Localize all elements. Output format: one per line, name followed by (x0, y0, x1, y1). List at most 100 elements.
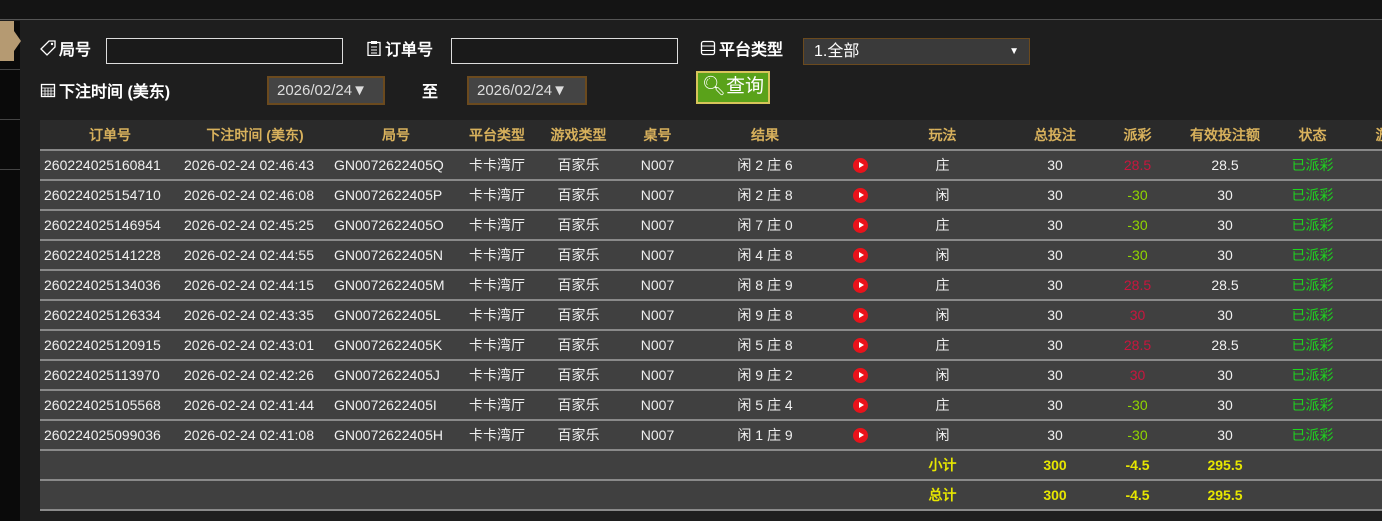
round-id: GN0072622405H (330, 420, 462, 451)
date-from-picker[interactable]: 2026/02/24▼ (267, 76, 385, 105)
platform-select[interactable]: 1.全部 ▼ (803, 38, 1030, 65)
clipboard-icon (367, 41, 381, 56)
play-icon[interactable] (852, 188, 868, 204)
bet-time: 2026-02-24 02:44:55 (180, 240, 330, 271)
empty-cell (40, 480, 880, 511)
table-no: N007 (625, 210, 690, 241)
platform: 卡卡湾厅 (462, 390, 532, 421)
result: 闲 9 庄 2 (690, 360, 840, 391)
total-total-bet: 300 (1005, 480, 1105, 511)
play-icon[interactable] (852, 368, 868, 384)
subtotal-payout: -4.5 (1105, 450, 1170, 481)
extra-cell (1345, 180, 1382, 211)
total-payout: -4.5 (1105, 480, 1170, 511)
table-row: 260224025105568 2026-02-24 02:41:44 GN0072… (40, 390, 1382, 421)
date-to-picker[interactable]: 2026/02/24▼ (467, 76, 587, 105)
play-icon[interactable] (852, 218, 868, 234)
tag-icon (40, 40, 56, 56)
payout: 28.5 (1105, 270, 1170, 301)
subtotal-label: 小计 (880, 450, 1005, 481)
empty-cell (40, 450, 880, 481)
result: 闲 4 庄 8 (690, 240, 840, 271)
bet-time: 2026-02-24 02:43:01 (180, 330, 330, 361)
bet-time: 2026-02-24 02:45:25 (180, 210, 330, 241)
result: 闲 9 庄 8 (690, 300, 840, 331)
table-no: N007 (625, 420, 690, 451)
query-button[interactable]: 🔍︎查询 (696, 71, 770, 104)
result: 闲 5 庄 4 (690, 390, 840, 421)
play-icon[interactable] (852, 338, 868, 354)
column-header: 桌号 (625, 120, 690, 151)
play-icon[interactable] (852, 248, 868, 264)
status: 已派彩 (1280, 330, 1345, 361)
status: 已派彩 (1280, 150, 1345, 181)
round-input[interactable] (106, 38, 343, 64)
order-input[interactable] (451, 38, 678, 64)
result: 闲 7 庄 0 (690, 210, 840, 241)
status: 已派彩 (1280, 360, 1345, 391)
column-header: 状态 (1280, 120, 1345, 151)
column-header: 玩法 (880, 120, 1005, 151)
table-header: 订单号 下注时间 (美东) 局号 平台类型 游戏类型 桌号 结果 玩法 总投注 派彩 有效投注额 状态… (40, 120, 1382, 151)
bet-records-table: 订单号 下注时间 (美东) 局号 平台类型 游戏类型 桌号 结果 玩法 总投注 派彩 有效投注额 状态… (40, 120, 1382, 511)
play-icon[interactable] (852, 428, 868, 444)
extra-cell (1345, 390, 1382, 421)
chevron-down-icon: ▼ (1009, 46, 1019, 57)
round-id: GN0072622405L (330, 300, 462, 331)
play-icon[interactable] (852, 158, 868, 174)
subtotal-row: 小计 300 -4.5 295.5 (40, 450, 1382, 481)
column-header: 平台类型 (462, 120, 532, 151)
result: 闲 1 庄 9 (690, 420, 840, 451)
bet-type: 闲 (880, 360, 1005, 391)
play-icon[interactable] (852, 308, 868, 324)
table-row: 260224025113970 2026-02-24 02:42:26 GN0072… (40, 360, 1382, 391)
table-no: N007 (625, 360, 690, 391)
platform: 卡卡湾厅 (462, 300, 532, 331)
column-header: 订单号 (40, 120, 180, 151)
order-id: 260224025154710 (40, 180, 180, 211)
round-id: GN0072622405I (330, 390, 462, 421)
subtotal-valid-bet: 295.5 (1170, 450, 1280, 481)
order-label-text: 订单号 (385, 42, 434, 59)
valid-bet: 30 (1170, 390, 1280, 421)
column-header: 游 (1345, 120, 1382, 151)
round-id: GN0072622405Q (330, 150, 462, 181)
replay-cell (840, 270, 880, 301)
bet-type: 庄 (880, 390, 1005, 421)
extra-cell (1345, 150, 1382, 181)
bet-type: 庄 (880, 150, 1005, 181)
table-no: N007 (625, 270, 690, 301)
divider (0, 169, 20, 170)
status: 已派彩 (1280, 270, 1345, 301)
table-no: N007 (625, 150, 690, 181)
platform-label-text: 平台类型 (719, 42, 784, 59)
platform: 卡卡湾厅 (462, 330, 532, 361)
total-bet: 30 (1005, 330, 1105, 361)
result: 闲 8 庄 9 (690, 270, 840, 301)
round-id: GN0072622405K (330, 330, 462, 361)
total-valid-bet: 295.5 (1170, 480, 1280, 511)
server-icon (700, 40, 716, 56)
play-icon[interactable] (852, 398, 868, 414)
game-type: 百家乐 (532, 270, 625, 301)
bet-type: 庄 (880, 330, 1005, 361)
total-bet: 30 (1005, 360, 1105, 391)
status: 已派彩 (1280, 420, 1345, 451)
play-icon[interactable] (852, 278, 868, 294)
payout: -30 (1105, 390, 1170, 421)
game-type: 百家乐 (532, 210, 625, 241)
status: 已派彩 (1280, 390, 1345, 421)
bet-type: 闲 (880, 420, 1005, 451)
empty-cell (1280, 480, 1382, 511)
game-type: 百家乐 (532, 300, 625, 331)
total-label: 总计 (880, 480, 1005, 511)
valid-bet: 30 (1170, 180, 1280, 211)
extra-cell (1345, 270, 1382, 301)
game-type: 百家乐 (532, 150, 625, 181)
column-header: 下注时间 (美东) (180, 120, 330, 151)
valid-bet: 30 (1170, 210, 1280, 241)
table-row: 260224025146954 2026-02-24 02:45:25 GN0072… (40, 210, 1382, 241)
order-id: 260224025134036 (40, 270, 180, 301)
total-bet: 30 (1005, 240, 1105, 271)
sidebar-active-tab[interactable] (0, 21, 21, 61)
